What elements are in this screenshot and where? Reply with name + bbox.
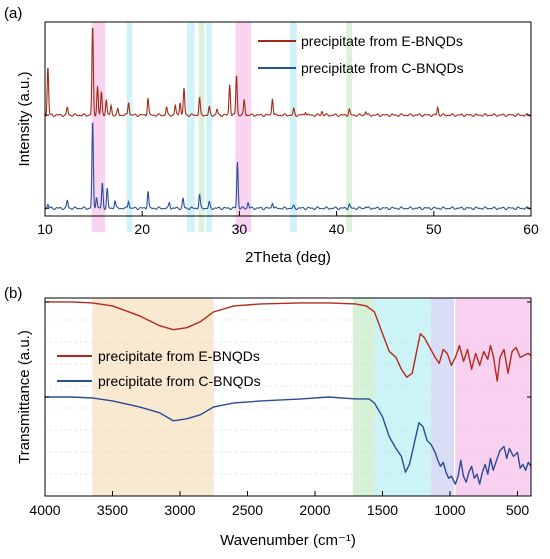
panel-a-series [44, 27, 532, 211]
xrd-x-tick-label: 40 [329, 221, 345, 237]
legend-label-e-bnqds: precipitate from E-BNQDs [98, 348, 260, 364]
ftir-x-tick-label: 4000 [29, 502, 60, 518]
panel-a-y-axis-label: Intensity (a.u.) [16, 71, 33, 166]
xrd-line-series-1 [44, 122, 532, 211]
panel-b-legend: precipitate from E-BNQDs precipitate fro… [57, 348, 261, 389]
panel-a-highlight-bands [91, 22, 353, 232]
panel-b-ftir: (b) 4000 3500 3000 2500 2000 1500 1000 500 Wave… [4, 285, 532, 549]
xrd-band-2 [186, 22, 195, 232]
ftir-line-series-0 [45, 301, 532, 382]
legend-label-c-bnqds: precipitate from C-BNQDs [98, 373, 261, 389]
legend-label-c-bnqds: precipitate from C-BNQDs [301, 60, 464, 76]
panel-a-label: (a) [4, 5, 22, 22]
xrd-line-series-0 [44, 27, 532, 118]
panel-b-x-ticks: 4000 3500 3000 2500 2000 1500 1000 500 [29, 301, 531, 518]
panel-a-x-ticks: 10 20 30 40 50 60 [37, 114, 539, 237]
ftir-x-tick-label: 2000 [299, 502, 330, 518]
panel-a-plot-frame [44, 21, 532, 217]
panel-b-highlight-bands [45, 298, 531, 496]
ftir-x-tick-label: 3500 [97, 502, 128, 518]
legend-label-e-bnqds: precipitate from E-BNQDs [301, 33, 463, 49]
xrd-band-7 [346, 22, 353, 232]
panel-a-legend: precipitate from E-BNQDs precipitate fro… [258, 33, 464, 76]
xrd-band-0 [91, 22, 106, 232]
panel-a-x-axis-label: 2Theta (deg) [245, 249, 331, 266]
xrd-x-tick-label: 10 [37, 221, 53, 237]
xrd-band-4 [206, 22, 213, 232]
xrd-x-tick-label: 20 [134, 221, 150, 237]
xrd-band-1 [126, 22, 133, 232]
ftir-band-4 [455, 298, 531, 496]
panel-b-series [45, 301, 532, 485]
ftir-x-tick-label: 1500 [367, 502, 398, 518]
ftir-x-tick-label: 500 [506, 502, 530, 518]
xrd-band-3 [198, 22, 205, 232]
panel-b-x-axis-label: Wavenumber (cm⁻¹) [220, 532, 356, 549]
xrd-band-6 [289, 22, 297, 232]
xrd-band-5 [235, 22, 252, 232]
ftir-x-tick-label: 1000 [434, 502, 465, 518]
ftir-x-tick-label: 2500 [232, 502, 263, 518]
ftir-band-3 [431, 298, 455, 496]
ftir-x-tick-label: 3000 [164, 502, 195, 518]
panel-a-xrd: (a) 10 20 30 40 50 60 2Theta (deg) Intensity … [4, 5, 539, 266]
xrd-x-tick-label: 50 [426, 221, 442, 237]
ftir-band-2 [374, 298, 432, 496]
xrd-x-tick-label: 30 [232, 221, 248, 237]
panel-b-label: (b) [4, 285, 22, 302]
xrd-x-tick-label: 60 [523, 221, 539, 237]
ftir-line-series-1 [45, 396, 532, 485]
ftir-band-1 [352, 298, 375, 496]
ftir-band-0 [92, 298, 214, 496]
panel-b-y-axis-label: Transmittance (a.u.) [16, 330, 33, 464]
